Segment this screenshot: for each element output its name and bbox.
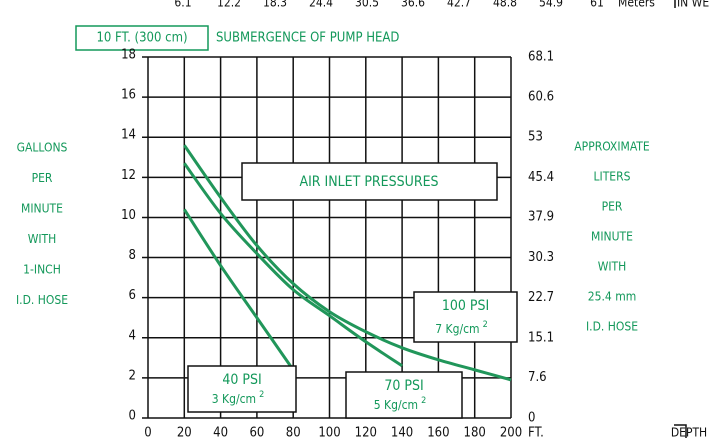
y-tick-label: 6 (129, 288, 136, 303)
x2-tick-label: 24.4 (309, 0, 333, 10)
x-tick-label: 0 (144, 426, 151, 441)
x-tick-label: 40 (213, 426, 228, 441)
y2-tick-label: 45.4 (528, 170, 554, 185)
y2-tick-label: 37.9 (528, 210, 554, 225)
x-tick-label: 180 (464, 426, 486, 441)
legend-unit: 5 Kg/cm 2 (374, 396, 426, 412)
x-tick-label: 160 (427, 426, 449, 441)
x2-tick-label: 48.8 (493, 0, 517, 10)
legend-unit-power: 2 (259, 390, 264, 400)
bracket (674, 424, 687, 438)
line (183, 208, 295, 371)
x2-unit: Meters (618, 0, 655, 10)
x-tick-label: 120 (355, 426, 377, 441)
x-tick-label: 200 (500, 426, 522, 441)
y-tick-label: 2 (129, 368, 136, 383)
x2-tick-label: 61 (590, 0, 604, 10)
x-unit: FT. (528, 426, 544, 441)
x2-label: IN WELL (677, 0, 709, 10)
bracket (674, 0, 676, 8)
x2-tick-label: 18.3 (263, 0, 287, 10)
x-tick-label: 60 (249, 426, 264, 441)
legend-box (345, 371, 463, 419)
legend-unit-text: 5 Kg/cm (374, 398, 418, 412)
y-tick-label: 8 (129, 248, 136, 263)
y2-axis-label: PER (602, 200, 623, 214)
y-axis-label: 1-INCH (23, 263, 61, 277)
y-tick-label: 0 (129, 409, 136, 424)
x-tick-label: 20 (177, 426, 192, 441)
line (183, 162, 403, 368)
x2-tick-label: 36.6 (401, 0, 425, 10)
y2-tick-label: 68.1 (528, 50, 554, 65)
x2-tick-label: 54.9 (539, 0, 563, 10)
x-tick-label: 80 (286, 426, 301, 441)
chart-title: SUBMERGENCE OF PUMP HEAD (216, 31, 399, 46)
legend-unit-text: 7 Kg/cm (435, 322, 479, 336)
y-axis-label: WITH (28, 232, 57, 246)
y2-tick-label: 0 (528, 411, 535, 426)
legend-unit: 7 Kg/cm 2 (435, 320, 487, 336)
y-tick-label: 4 (129, 328, 136, 343)
y2-axis-label: 25.4 mm (588, 290, 637, 304)
y2-tick-label: 15.1 (528, 330, 554, 345)
y2-tick-label: 30.3 (528, 250, 554, 265)
y-tick-label: 10 (121, 208, 136, 223)
y-axis-label: GALLONS (17, 141, 68, 155)
annotation: AIR INLET PRESSURES (299, 174, 438, 190)
y-tick-label: 18 (121, 48, 136, 63)
submergence: 10 FT. (300 cm) (96, 31, 187, 46)
y2-tick-label: 22.7 (528, 290, 554, 305)
legend-name: 70 PSI (384, 378, 423, 394)
legend-box (187, 365, 297, 413)
annotation-box (241, 162, 498, 201)
x2-tick-label: 6.1 (174, 0, 191, 10)
x-tick-label: 140 (391, 426, 413, 441)
y2-tick-label: 7.6 (528, 370, 547, 385)
x2-tick-label: 30.5 (355, 0, 379, 10)
y-axis-label: I.D. HOSE (16, 293, 68, 307)
y2-axis-label: APPROXIMATE (574, 140, 650, 154)
y2-tick-label: 53 (528, 130, 543, 145)
y-tick-label: 14 (121, 128, 136, 143)
legend-unit-text: 3 Kg/cm (212, 392, 256, 406)
y2-axis-label: I.D. HOSE (586, 320, 638, 334)
y-axis-label: MINUTE (21, 202, 63, 216)
y2-axis-label: MINUTE (591, 230, 633, 244)
legend-unit-power: 2 (483, 320, 488, 330)
submergence-box (75, 25, 209, 51)
legend-unit: 3 Kg/cm 2 (212, 390, 264, 406)
x2-tick-label: 42.7 (447, 0, 471, 10)
legend-name: 40 PSI (222, 372, 261, 388)
y-axis-label: PER (32, 171, 53, 185)
x2-tick-label: 12.2 (217, 0, 241, 10)
legend-unit-power: 2 (421, 396, 426, 406)
line (183, 144, 512, 382)
x-tick-label: 100 (318, 426, 340, 441)
y-tick-label: 16 (121, 88, 136, 103)
y2-axis-label: WITH (598, 260, 627, 274)
legend-name: 100 PSI (442, 298, 489, 314)
y2-tick-label: 60.6 (528, 89, 554, 104)
y-tick-label: 12 (121, 168, 136, 183)
y2-axis-label: LITERS (594, 170, 631, 184)
legend-box (413, 291, 518, 343)
x-label: DEPTH (671, 426, 707, 440)
